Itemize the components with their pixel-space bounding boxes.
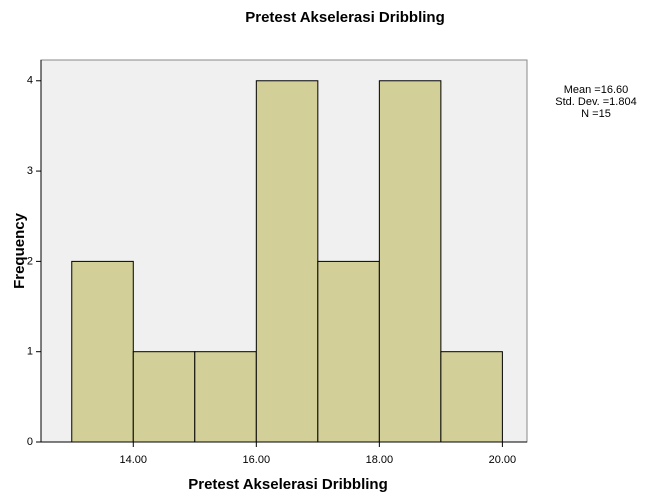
bar [440,351,503,443]
x-axis-label: Pretest Akselerasi Dribbling [188,476,388,493]
y-tick-label: 0 [27,436,33,448]
bar [194,351,257,443]
bar [132,351,196,443]
y-tick-label: 1 [27,346,33,358]
x-tick-label: 14.00 [120,454,148,466]
x-tick-label: 20.00 [489,454,517,466]
bar [317,260,380,443]
x-tick-label: 18.00 [366,454,394,466]
stat-annotation: Std. Dev. =1.804 [555,96,636,108]
stat-annotation: Mean =16.60 [564,84,629,96]
chart-title: Pretest Akselerasi Dribbling [245,9,445,26]
bar [378,80,442,443]
bar [255,80,319,443]
y-axis-label: Frequency [11,212,28,289]
stat-annotation: N =15 [581,108,611,120]
y-tick-label: 4 [27,75,33,87]
y-tick-label: 2 [27,255,33,267]
y-tick-label: 3 [27,165,33,177]
bar [71,260,134,443]
x-tick-label: 16.00 [243,454,271,466]
